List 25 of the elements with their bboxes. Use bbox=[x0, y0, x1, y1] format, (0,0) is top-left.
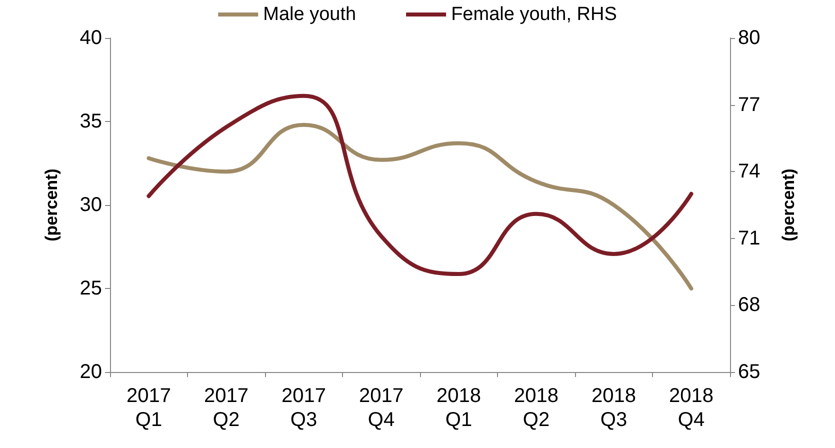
x-tick-label: 2018 Q3 bbox=[592, 385, 636, 431]
y-tick-label: 35 bbox=[80, 110, 102, 132]
line-series bbox=[146, 94, 694, 276]
legend-label: Female youth, RHS bbox=[451, 4, 617, 25]
x-tick-label: 2018 Q1 bbox=[436, 385, 481, 431]
y-axis-title: (percent) bbox=[42, 168, 61, 242]
x-tick-label: 2017 Q1 bbox=[126, 385, 171, 431]
x-tick-label: 2017 Q3 bbox=[282, 385, 326, 431]
y2-tick-label: 65 bbox=[738, 361, 760, 383]
y2-tick-label: 71 bbox=[738, 227, 760, 250]
y2-axis-title: (percent) bbox=[779, 168, 798, 242]
y2-tick-label: 68 bbox=[738, 294, 760, 316]
y-tick-label: 20 bbox=[80, 361, 102, 383]
y2-tick-label: 77 bbox=[738, 94, 760, 116]
y-tick-label: 30 bbox=[80, 194, 102, 216]
x-tick-label: 2017 Q4 bbox=[359, 385, 404, 431]
y2-tick-label: 80 bbox=[738, 27, 760, 49]
y-tick-label: 25 bbox=[80, 278, 102, 300]
legend-label: Male youth bbox=[263, 4, 356, 25]
y-tick-label: 40 bbox=[80, 27, 102, 49]
x-tick-label: 2018 Q4 bbox=[669, 385, 714, 431]
y2-tick-label: 74 bbox=[738, 160, 760, 183]
x-tick-label: 2017 Q2 bbox=[204, 385, 248, 431]
x-tick-label: 2018 Q2 bbox=[514, 385, 558, 431]
line-series bbox=[146, 122, 694, 290]
